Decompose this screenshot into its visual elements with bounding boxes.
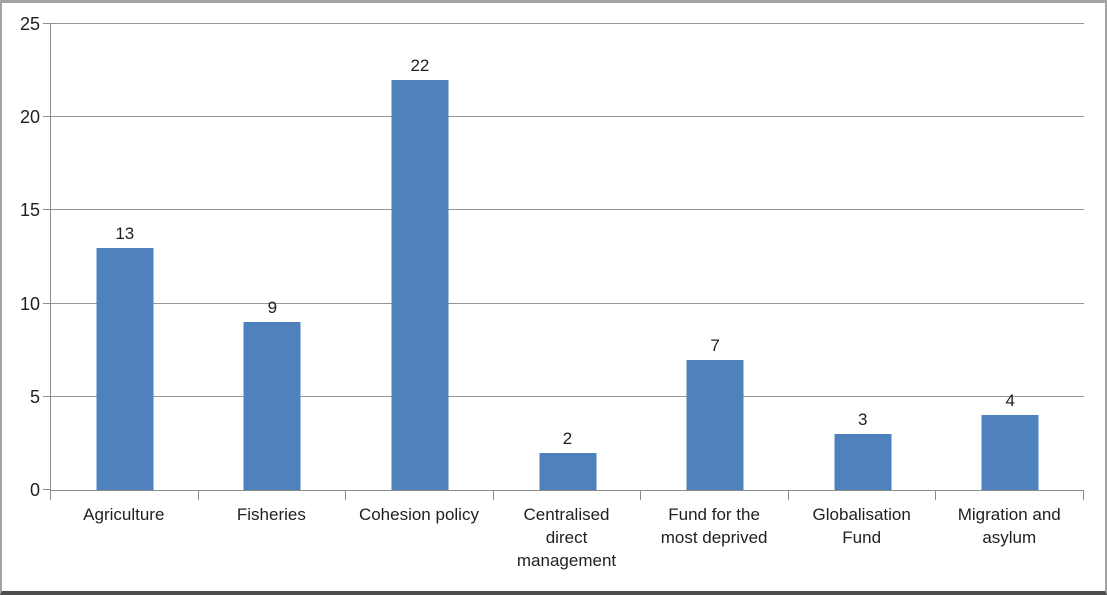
bar-fund-for-the-most-deprived xyxy=(686,359,744,490)
x-axis-label-cell: Fisheries xyxy=(198,503,346,572)
x-axis-label: Centralised direct management xyxy=(516,505,617,570)
x-axis-label-cell: Fund for the most deprived xyxy=(640,503,788,572)
y-tick-mark-20 xyxy=(43,116,51,118)
y-tick-label-20: 20 xyxy=(19,107,40,128)
gridline-y-10 xyxy=(51,302,1084,304)
y-tick-mark-0 xyxy=(43,489,51,490)
x-axis-label-cell: Globalisation Fund xyxy=(788,503,936,572)
gridline-y-15 xyxy=(51,209,1084,211)
value-label: 9 xyxy=(267,298,278,318)
bar-cohesion-policy xyxy=(391,79,449,490)
gridline-y-5 xyxy=(51,395,1084,397)
x-tick-mark-3 xyxy=(492,491,494,500)
category-column: 2 xyxy=(494,24,642,490)
x-tick-mark-4 xyxy=(640,491,642,500)
value-label: 22 xyxy=(410,55,430,75)
x-axis-label-cell: Cohesion policy xyxy=(345,503,493,572)
x-tick-mark-2 xyxy=(345,491,347,500)
y-tick-label-10: 10 xyxy=(19,293,40,314)
y-tick-label-25: 25 xyxy=(19,14,40,34)
x-axis-label-cell: Centralised direct management xyxy=(493,503,641,572)
category-column: 13 xyxy=(51,24,199,490)
value-label: 2 xyxy=(562,428,573,448)
x-axis-label: Fisheries xyxy=(236,505,306,524)
x-axis-label: Migration and asylum xyxy=(957,505,1061,547)
gridline-y-25 xyxy=(51,23,1084,24)
x-axis-label-cell: Agriculture xyxy=(50,503,198,572)
value-label: 7 xyxy=(710,335,720,355)
x-axis-label: Cohesion policy xyxy=(358,505,479,524)
bar-fisheries xyxy=(243,322,301,490)
value-label: 4 xyxy=(1005,391,1015,411)
category-column: 22 xyxy=(346,24,494,490)
category-column: 7 xyxy=(641,24,789,490)
plot-area: 13 9 22 2 7 3 4 xyxy=(50,23,1084,491)
x-axis-label: Globalisation Fund xyxy=(812,505,911,547)
y-tick-label-15: 15 xyxy=(19,200,40,221)
x-axis-label: Fund for the most deprived xyxy=(660,505,768,547)
x-tick-mark-0 xyxy=(50,491,51,500)
value-label: 13 xyxy=(115,223,135,243)
category-column: 9 xyxy=(199,24,347,490)
y-tick-mark-25 xyxy=(43,23,51,24)
bar-globalisation-fund xyxy=(834,434,892,490)
x-axis-label: Agriculture xyxy=(83,505,165,524)
y-tick-label-0: 0 xyxy=(29,480,40,500)
x-tick-mark-5 xyxy=(787,491,789,500)
bar-agriculture xyxy=(96,247,154,490)
y-tick-mark-5 xyxy=(43,395,51,397)
y-tick-mark-10 xyxy=(43,302,51,304)
y-tick-mark-15 xyxy=(43,209,51,211)
category-column: 4 xyxy=(936,24,1084,490)
category-column: 3 xyxy=(789,24,937,490)
y-tick-label-5: 5 xyxy=(29,386,40,407)
x-tick-mark-7 xyxy=(1083,491,1084,500)
bar-centralised-direct-management xyxy=(539,452,597,490)
x-axis-label-cell: Migration and asylum xyxy=(935,503,1083,572)
gridline-y-20 xyxy=(51,116,1084,118)
x-tick-mark-6 xyxy=(935,491,937,500)
x-tick-mark-1 xyxy=(197,491,199,500)
bars-layer: 13 9 22 2 7 3 4 xyxy=(51,24,1084,490)
value-label: 3 xyxy=(857,410,868,430)
x-axis-labels: Agriculture Fisheries Cohesion policy Centr… xyxy=(50,503,1083,572)
bar-migration-and-asylum xyxy=(981,415,1039,490)
